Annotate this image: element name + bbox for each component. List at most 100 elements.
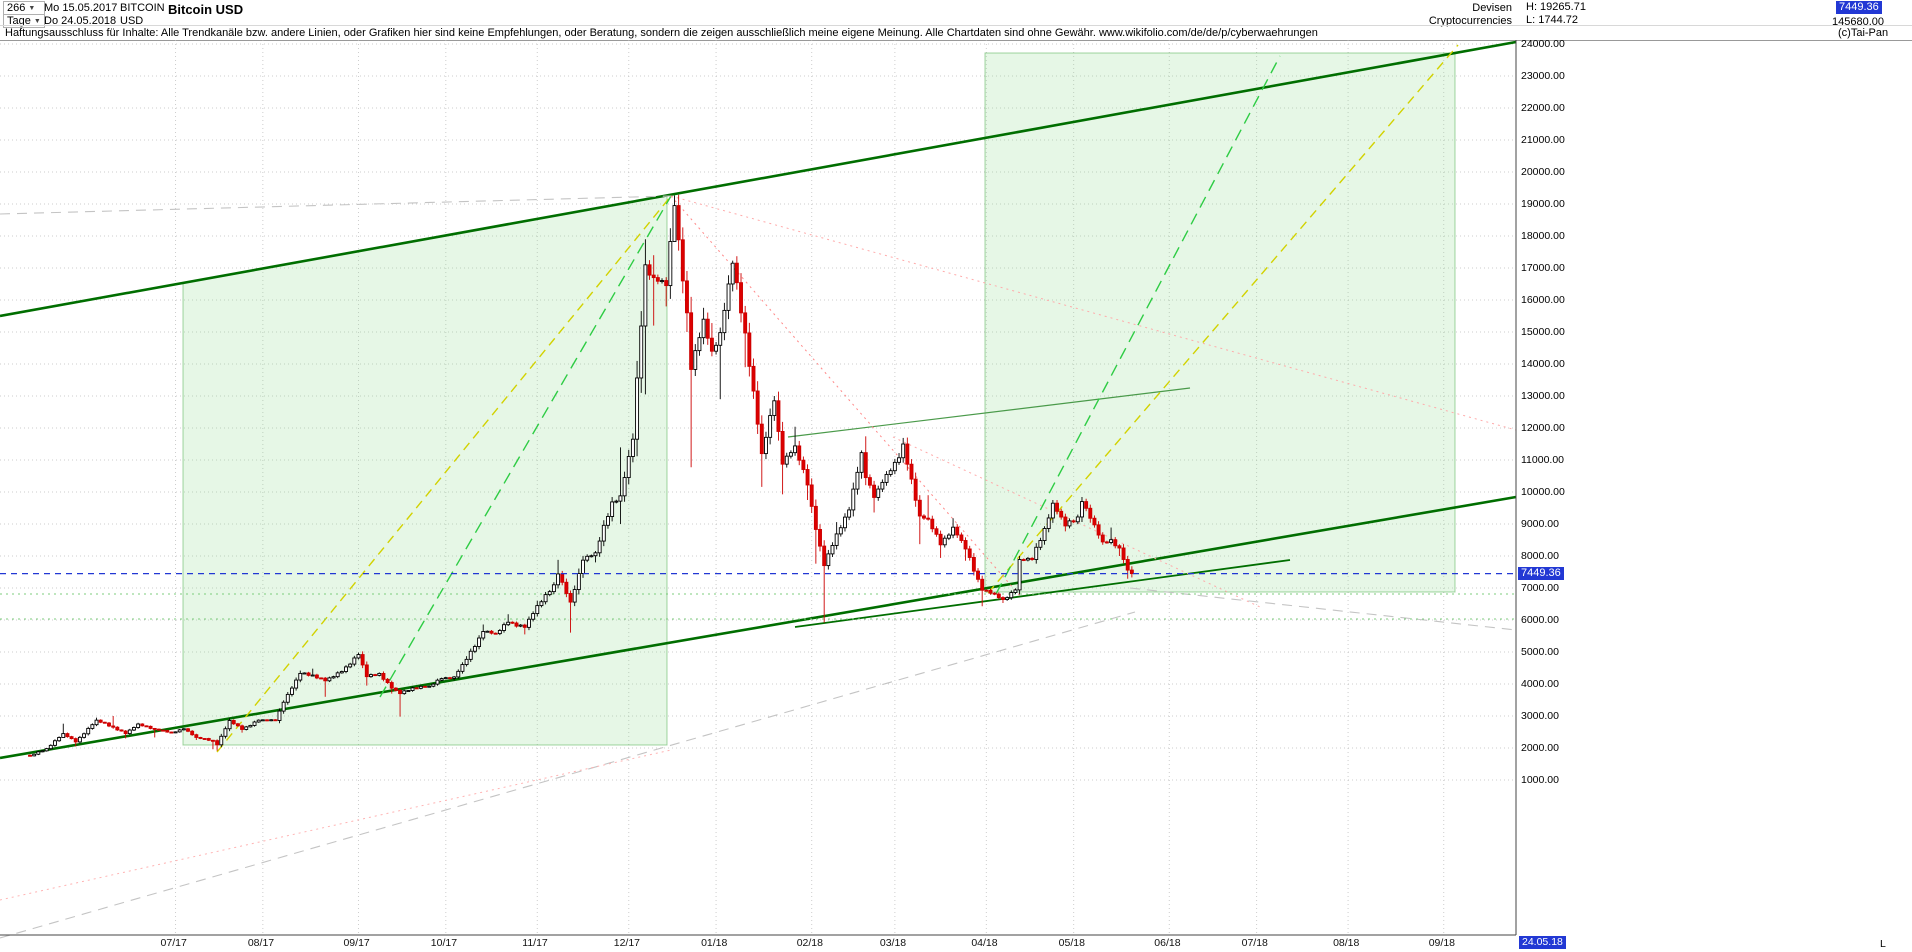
candle-body (805, 469, 810, 486)
candle-body (360, 654, 365, 666)
resistance-line-minor (787, 387, 1191, 438)
candle-body (843, 516, 847, 529)
candle-body (28, 754, 32, 757)
candle-body (851, 488, 856, 511)
candle-body (57, 737, 62, 742)
candle-body (1034, 546, 1039, 560)
trend-zone-2017 (182, 194, 668, 746)
candle-body (680, 239, 685, 282)
price-tick-label: 5000.00 (1521, 646, 1559, 658)
candle-body (385, 678, 390, 684)
market-subcategory: Cryptocurrencies (1428, 15, 1512, 27)
price-tick-label: 4000.00 (1521, 678, 1559, 690)
candle-body (348, 663, 353, 668)
candle-body (356, 654, 361, 659)
month-label: 05/18 (1058, 937, 1085, 949)
candle-body (431, 683, 436, 687)
candle-body (1129, 569, 1134, 575)
candle-body (377, 672, 382, 676)
candle-body (231, 720, 236, 725)
candle-body (439, 678, 444, 681)
candle-body (77, 736, 82, 743)
candle-body (693, 350, 698, 370)
chevron-down-icon: ▼ (33, 18, 41, 25)
candle-body (510, 621, 515, 624)
candle-body (1071, 520, 1076, 523)
candle-body (847, 509, 852, 518)
candle-body (427, 685, 432, 688)
market-category: Devisen (1472, 2, 1512, 14)
candle-body (926, 517, 931, 520)
candle-body (564, 581, 569, 594)
month-label: 09/18 (1428, 937, 1455, 949)
candle-body (173, 731, 178, 734)
candle-body (951, 526, 956, 536)
candle-body (302, 672, 307, 675)
candle-body (892, 461, 897, 472)
candle-body (215, 740, 220, 746)
candle-body (776, 400, 781, 432)
price-tick-label: 8000.00 (1521, 550, 1559, 562)
month-label: 09/17 (343, 937, 370, 949)
candle-body (963, 540, 968, 550)
candle-body (676, 205, 681, 241)
candle-body (955, 526, 960, 536)
candle-body (884, 473, 889, 483)
candle-body (460, 664, 465, 672)
candle-body (410, 687, 415, 691)
candle-body (897, 457, 901, 463)
candle-body (764, 436, 768, 455)
decline-ray-red-mid (892, 436, 1261, 608)
candle-body (1059, 510, 1064, 518)
candle-body (905, 443, 910, 465)
header-divider-1 (0, 25, 1912, 26)
candle-body (942, 537, 947, 546)
candle-body (539, 601, 544, 607)
gray-dashed-bottom-right (1129, 587, 1517, 631)
period-value: Tage (7, 15, 31, 27)
month-label: 07/18 (1241, 937, 1268, 949)
candle-body (901, 443, 906, 459)
candle-body (934, 528, 939, 535)
candle-body (576, 573, 581, 590)
candle-body (1080, 501, 1084, 518)
candle-body (606, 516, 610, 526)
candle-body (69, 736, 74, 740)
month-label: 07/17 (160, 937, 187, 949)
candle-body (1009, 592, 1014, 599)
month-label: 10/17 (430, 937, 458, 949)
candle-body (809, 484, 814, 507)
candle-body (867, 477, 872, 486)
candle-body (626, 456, 631, 479)
candle-body (880, 481, 885, 490)
candle-body (788, 452, 793, 457)
candle-body (252, 721, 257, 726)
candle-body (759, 423, 764, 455)
month-label: 01/18 (701, 937, 728, 949)
candle-body (98, 719, 103, 723)
candle-body (497, 630, 502, 635)
candle-body (443, 677, 448, 680)
candle-body (980, 578, 985, 591)
candle-body (165, 730, 170, 733)
price-tick-label: 1000.00 (1521, 774, 1559, 786)
candle-body (701, 318, 706, 339)
candle-body (219, 735, 224, 746)
candle-body (144, 725, 149, 728)
price-tick-label: 11000.00 (1521, 454, 1565, 466)
candle-body (344, 666, 348, 672)
period-dropdown[interactable]: Tage ▼ (3, 14, 45, 28)
candle-body (152, 727, 157, 730)
price-tick-label: 20000.00 (1521, 166, 1565, 178)
candle-body (1088, 507, 1093, 519)
candle-body (589, 555, 594, 558)
price-tick-label: 2000.00 (1521, 742, 1559, 754)
candle-body (714, 344, 719, 352)
candle-body (364, 664, 369, 678)
bars-count-value: 266 (7, 2, 26, 14)
candle-body (452, 676, 457, 679)
candle-body (726, 283, 731, 311)
price-tick-label: 12000.00 (1521, 422, 1565, 434)
